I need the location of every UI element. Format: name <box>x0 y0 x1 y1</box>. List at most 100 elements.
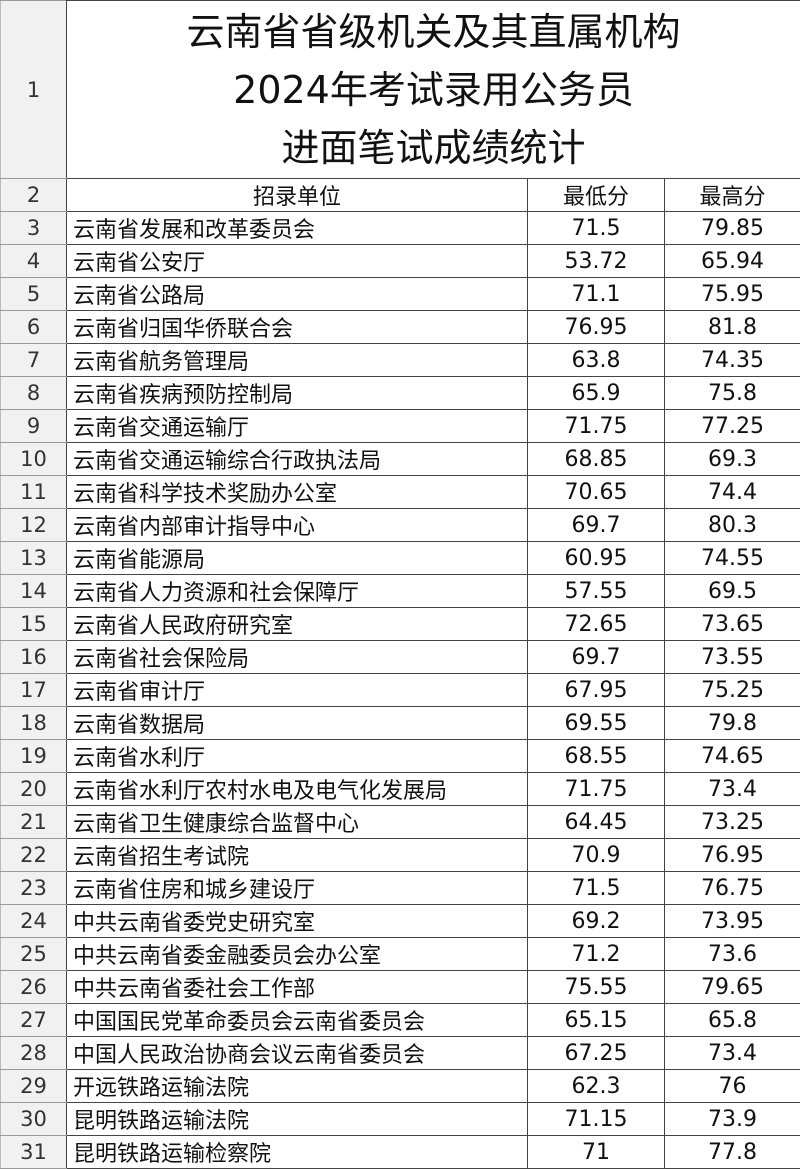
max-score-cell[interactable]: 75.8 <box>665 377 800 410</box>
unit-cell[interactable]: 昆明铁路运输检察院 <box>67 1136 528 1169</box>
row-number[interactable]: 22 <box>1 839 67 872</box>
row-number[interactable]: 1 <box>1 1 67 179</box>
min-score-cell[interactable]: 71.2 <box>528 938 665 971</box>
max-score-cell[interactable]: 65.94 <box>665 245 800 278</box>
max-score-cell[interactable]: 74.65 <box>665 740 800 773</box>
max-score-cell[interactable]: 79.65 <box>665 971 800 1004</box>
row-number[interactable]: 30 <box>1 1103 67 1136</box>
max-score-cell[interactable]: 76 <box>665 1070 800 1103</box>
row-number[interactable]: 9 <box>1 410 67 443</box>
max-score-cell[interactable]: 76.75 <box>665 872 800 905</box>
row-number[interactable]: 5 <box>1 278 67 311</box>
row-number[interactable]: 28 <box>1 1037 67 1070</box>
unit-cell[interactable]: 云南省航务管理局 <box>67 344 528 377</box>
max-score-cell[interactable]: 74.4 <box>665 476 800 509</box>
min-score-cell[interactable]: 70.65 <box>528 476 665 509</box>
unit-cell[interactable]: 云南省发展和改革委员会 <box>67 212 528 245</box>
unit-cell[interactable]: 云南省内部审计指导中心 <box>67 509 528 542</box>
row-number[interactable]: 11 <box>1 476 67 509</box>
max-score-cell[interactable]: 65.8 <box>665 1004 800 1037</box>
row-number[interactable]: 20 <box>1 773 67 806</box>
unit-cell[interactable]: 云南省审计厅 <box>67 674 528 707</box>
header-max-score[interactable]: 最高分 <box>665 179 800 212</box>
row-number[interactable]: 15 <box>1 608 67 641</box>
unit-cell[interactable]: 云南省交通运输综合行政执法局 <box>67 443 528 476</box>
max-score-cell[interactable]: 76.95 <box>665 839 800 872</box>
row-number[interactable]: 7 <box>1 344 67 377</box>
row-number[interactable]: 6 <box>1 311 67 344</box>
min-score-cell[interactable]: 71.5 <box>528 212 665 245</box>
row-number[interactable]: 21 <box>1 806 67 839</box>
title-cell[interactable]: 云南省省级机关及其直属机构 2024年考试录用公务员 进面笔试成绩统计 <box>67 1 800 179</box>
row-number[interactable]: 16 <box>1 641 67 674</box>
min-score-cell[interactable]: 76.95 <box>528 311 665 344</box>
unit-cell[interactable]: 中共云南省委社会工作部 <box>67 971 528 1004</box>
max-score-cell[interactable]: 73.4 <box>665 1037 800 1070</box>
max-score-cell[interactable]: 73.6 <box>665 938 800 971</box>
unit-cell[interactable]: 中国国民党革命委员会云南省委员会 <box>67 1004 528 1037</box>
min-score-cell[interactable]: 71.75 <box>528 773 665 806</box>
unit-cell[interactable]: 云南省招生考试院 <box>67 839 528 872</box>
row-number[interactable]: 31 <box>1 1136 67 1169</box>
max-score-cell[interactable]: 73.9 <box>665 1103 800 1136</box>
unit-cell[interactable]: 中共云南省委党史研究室 <box>67 905 528 938</box>
max-score-cell[interactable]: 77.25 <box>665 410 800 443</box>
min-score-cell[interactable]: 67.95 <box>528 674 665 707</box>
max-score-cell[interactable]: 74.55 <box>665 542 800 575</box>
min-score-cell[interactable]: 68.85 <box>528 443 665 476</box>
min-score-cell[interactable]: 62.3 <box>528 1070 665 1103</box>
max-score-cell[interactable]: 77.8 <box>665 1136 800 1169</box>
min-score-cell[interactable]: 63.8 <box>528 344 665 377</box>
unit-cell[interactable]: 云南省能源局 <box>67 542 528 575</box>
row-number[interactable]: 2 <box>1 179 67 212</box>
row-number[interactable]: 25 <box>1 938 67 971</box>
unit-cell[interactable]: 云南省卫生健康综合监督中心 <box>67 806 528 839</box>
min-score-cell[interactable]: 71.5 <box>528 872 665 905</box>
max-score-cell[interactable]: 73.65 <box>665 608 800 641</box>
row-number[interactable]: 13 <box>1 542 67 575</box>
min-score-cell[interactable]: 69.2 <box>528 905 665 938</box>
unit-cell[interactable]: 中国人民政治协商会议云南省委员会 <box>67 1037 528 1070</box>
min-score-cell[interactable]: 53.72 <box>528 245 665 278</box>
row-number[interactable]: 8 <box>1 377 67 410</box>
min-score-cell[interactable]: 65.9 <box>528 377 665 410</box>
min-score-cell[interactable]: 67.25 <box>528 1037 665 1070</box>
unit-cell[interactable]: 云南省水利厅农村水电及电气化发展局 <box>67 773 528 806</box>
min-score-cell[interactable]: 60.95 <box>528 542 665 575</box>
min-score-cell[interactable]: 71.1 <box>528 278 665 311</box>
unit-cell[interactable]: 中共云南省委金融委员会办公室 <box>67 938 528 971</box>
unit-cell[interactable]: 云南省住房和城乡建设厅 <box>67 872 528 905</box>
unit-cell[interactable]: 云南省社会保险局 <box>67 641 528 674</box>
min-score-cell[interactable]: 68.55 <box>528 740 665 773</box>
row-number[interactable]: 10 <box>1 443 67 476</box>
row-number[interactable]: 29 <box>1 1070 67 1103</box>
min-score-cell[interactable]: 71 <box>528 1136 665 1169</box>
unit-cell[interactable]: 云南省交通运输厅 <box>67 410 528 443</box>
max-score-cell[interactable]: 81.8 <box>665 311 800 344</box>
row-number[interactable]: 23 <box>1 872 67 905</box>
unit-cell[interactable]: 云南省疾病预防控制局 <box>67 377 528 410</box>
unit-cell[interactable]: 云南省公路局 <box>67 278 528 311</box>
row-number[interactable]: 24 <box>1 905 67 938</box>
unit-cell[interactable]: 云南省人民政府研究室 <box>67 608 528 641</box>
max-score-cell[interactable]: 79.85 <box>665 212 800 245</box>
row-number[interactable]: 3 <box>1 212 67 245</box>
unit-cell[interactable]: 开远铁路运输法院 <box>67 1070 528 1103</box>
min-score-cell[interactable]: 70.9 <box>528 839 665 872</box>
max-score-cell[interactable]: 69.5 <box>665 575 800 608</box>
min-score-cell[interactable]: 71.15 <box>528 1103 665 1136</box>
row-number[interactable]: 18 <box>1 707 67 740</box>
min-score-cell[interactable]: 69.55 <box>528 707 665 740</box>
max-score-cell[interactable]: 79.8 <box>665 707 800 740</box>
max-score-cell[interactable]: 73.55 <box>665 641 800 674</box>
unit-cell[interactable]: 云南省数据局 <box>67 707 528 740</box>
row-number[interactable]: 4 <box>1 245 67 278</box>
max-score-cell[interactable]: 73.4 <box>665 773 800 806</box>
min-score-cell[interactable]: 71.75 <box>528 410 665 443</box>
header-min-score[interactable]: 最低分 <box>528 179 665 212</box>
min-score-cell[interactable]: 57.55 <box>528 575 665 608</box>
unit-cell[interactable]: 云南省科学技术奖励办公室 <box>67 476 528 509</box>
min-score-cell[interactable]: 65.15 <box>528 1004 665 1037</box>
row-number[interactable]: 19 <box>1 740 67 773</box>
min-score-cell[interactable]: 72.65 <box>528 608 665 641</box>
